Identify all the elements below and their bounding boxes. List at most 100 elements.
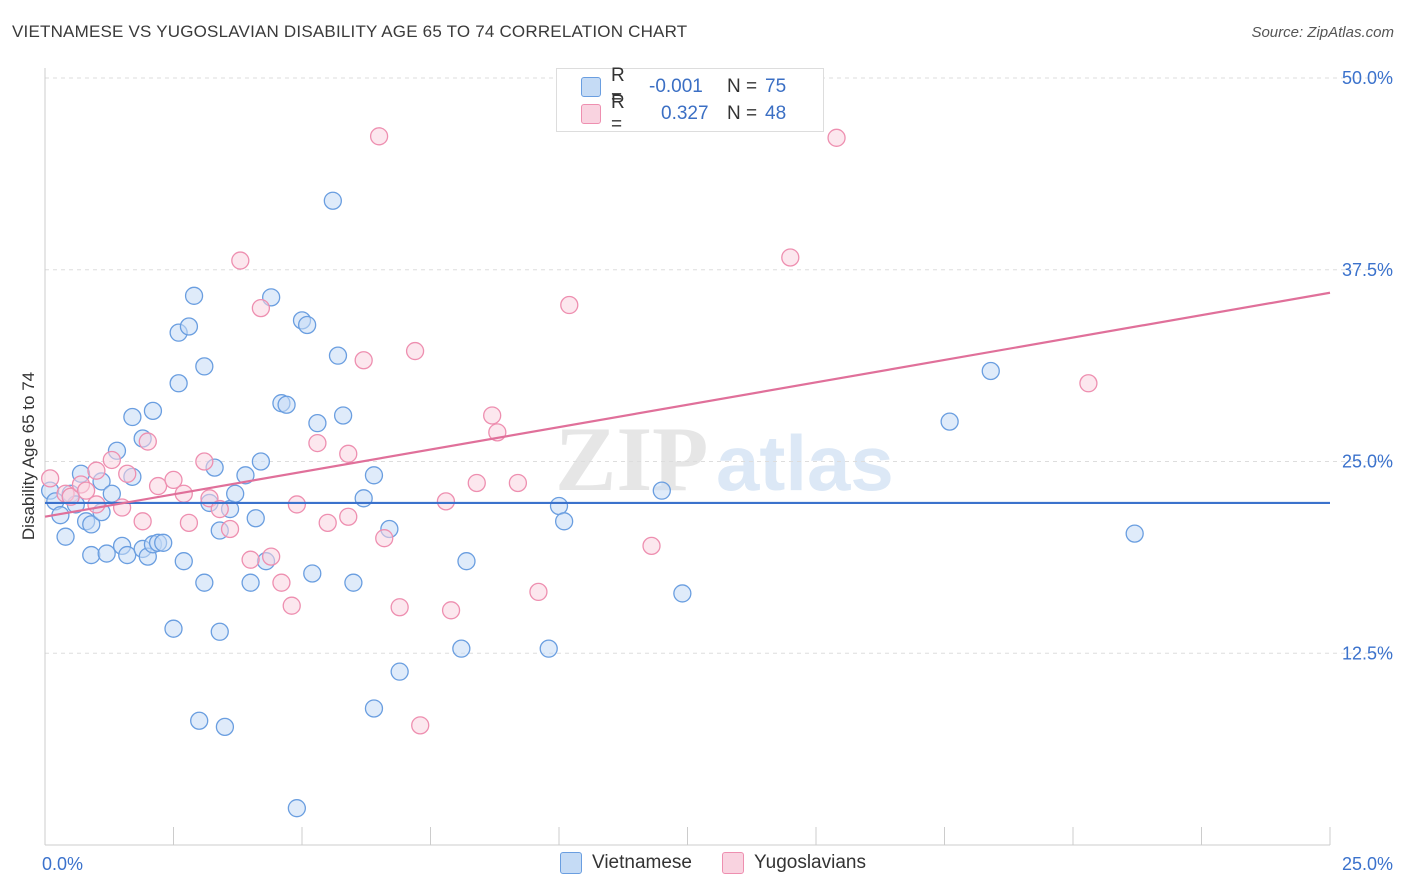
vietnamese-point xyxy=(390,662,409,681)
legend-r-value: 0.327 xyxy=(661,103,709,124)
yugoslavian-point xyxy=(529,582,548,602)
vietnamese-point xyxy=(452,639,471,658)
legend-n-value: 48 xyxy=(765,103,787,124)
vietnamese-point xyxy=(246,509,265,528)
yugoslavian-point xyxy=(118,464,137,483)
yugoslavian-point xyxy=(642,536,661,556)
yugoslavian-point xyxy=(179,513,199,533)
yugoslavian-point xyxy=(827,128,846,147)
legend-n-value: 75 xyxy=(765,76,787,97)
yugoslavian-point xyxy=(87,495,106,514)
yugoslavian-point xyxy=(436,492,456,511)
yugoslavian-point xyxy=(282,596,301,615)
vietnamese-point xyxy=(56,527,75,546)
vietnamese-point xyxy=(123,407,142,427)
vietnamese-point xyxy=(97,544,116,563)
vietnamese-point xyxy=(354,489,373,508)
legend-n-label: N = xyxy=(727,103,758,124)
yugoslavian-point xyxy=(220,519,240,539)
vietnamese-point xyxy=(226,484,245,503)
vietnamese-point xyxy=(190,711,209,730)
vietnamese-point xyxy=(364,466,384,485)
vietnamese-point xyxy=(287,799,307,818)
yugoslavian-point xyxy=(405,341,425,361)
y-tick-labels: 12.5% 25.0% 37.5% 50.0% xyxy=(1342,68,1393,663)
yugoslavian-point xyxy=(61,487,80,506)
vietnamese-point xyxy=(169,374,188,393)
legend: R = -0.001 N = 75 R = 0.327 N = 48 xyxy=(556,65,824,135)
vietnamese-point xyxy=(82,515,101,534)
vietnamese-point xyxy=(164,619,183,638)
vietnamese-point xyxy=(236,466,255,485)
series-vietnamese xyxy=(40,191,1144,818)
legend-r-value: -0.001 xyxy=(649,76,703,97)
yugoslavian-point xyxy=(210,499,229,519)
vietnamese-point xyxy=(195,357,214,376)
vietnamese-point xyxy=(277,395,296,414)
legend-swatch-vietnamese xyxy=(581,77,601,97)
yugoslavian-point xyxy=(390,598,409,617)
vietnamese-point xyxy=(323,191,342,210)
bottom-legend: Vietnamese Yugoslavians xyxy=(560,852,896,874)
vietnamese-point xyxy=(981,361,1000,381)
vietnamese-point xyxy=(308,413,327,433)
vietnamese-point xyxy=(215,717,235,737)
yugoslavian-point xyxy=(781,248,800,267)
vietnamese-point xyxy=(364,699,384,718)
vietnamese-point xyxy=(210,622,229,641)
yugoslavian-point xyxy=(40,469,60,488)
vietnamese-point xyxy=(154,533,173,552)
legend-n-label: N = xyxy=(727,76,758,97)
vietnamese-point xyxy=(241,573,260,592)
bottom-legend-label-yugoslavians: Yugoslavians xyxy=(754,852,866,873)
yugoslavian-point xyxy=(231,251,250,270)
yugoslavian-point xyxy=(560,295,579,315)
y-tick-label: 50.0% xyxy=(1342,68,1393,88)
legend-r-label: R = xyxy=(611,65,625,108)
yugoslavian-point xyxy=(164,470,183,490)
yugoslavian-point xyxy=(508,473,528,493)
yugoslavian-point xyxy=(102,450,121,470)
legend-row-yugoslavians: R = 0.327 N = 48 xyxy=(581,92,787,135)
chart-title: VIETNAMESE VS YUGOSLAVIAN DISABILITY AGE… xyxy=(12,22,688,41)
vietnamese-point xyxy=(539,639,558,658)
yugoslavian-point xyxy=(195,452,214,471)
bottom-legend-vietnamese: Vietnamese xyxy=(560,852,692,874)
x-tick-labels: 0.0% 25.0% xyxy=(42,854,1393,874)
yugoslavian-point xyxy=(308,433,327,453)
yugoslavian-point xyxy=(441,601,461,620)
yugoslavian-point xyxy=(87,461,106,480)
series-yugoslavians xyxy=(40,127,1098,735)
y-axis-label: Disability Age 65 to 74 xyxy=(19,372,38,540)
yugoslavian-point xyxy=(483,406,502,425)
watermark-zip: ZIP xyxy=(555,408,708,510)
vietnamese-point xyxy=(673,584,692,603)
vietnamese-point xyxy=(195,573,214,592)
y-tick-label: 12.5% xyxy=(1342,643,1393,663)
yugoslavian-point xyxy=(133,512,152,531)
yugoslavian-point xyxy=(318,513,337,533)
vietnamese-point xyxy=(251,452,271,471)
yugoslavian-point xyxy=(262,547,281,566)
x-tick-label: 0.0% xyxy=(42,854,83,874)
bottom-legend-swatch-yugoslavians xyxy=(722,852,744,874)
trendlines xyxy=(44,291,1331,518)
vietnamese-point xyxy=(344,573,363,592)
x-ticks xyxy=(44,827,1331,845)
vietnamese-point xyxy=(174,552,193,571)
yugoslavian-point xyxy=(369,127,389,146)
vietnamese-point xyxy=(184,286,204,305)
bottom-legend-yugoslavians: Yugoslavians xyxy=(722,852,866,874)
vietnamese-point xyxy=(940,412,959,431)
vietnamese-point xyxy=(82,545,101,565)
watermark-atlas: atlas xyxy=(716,419,894,507)
yugoslavian-point xyxy=(339,507,358,526)
vietnamese-point xyxy=(549,496,569,516)
source-label: Source: ZipAtlas.com xyxy=(1251,24,1394,41)
trendline-yugoslavians xyxy=(44,291,1331,518)
vietnamese-point xyxy=(554,512,574,531)
yugoslavian-point xyxy=(272,573,291,592)
legend-r-label: R = xyxy=(611,92,625,135)
y-tick-label: 25.0% xyxy=(1342,452,1393,472)
